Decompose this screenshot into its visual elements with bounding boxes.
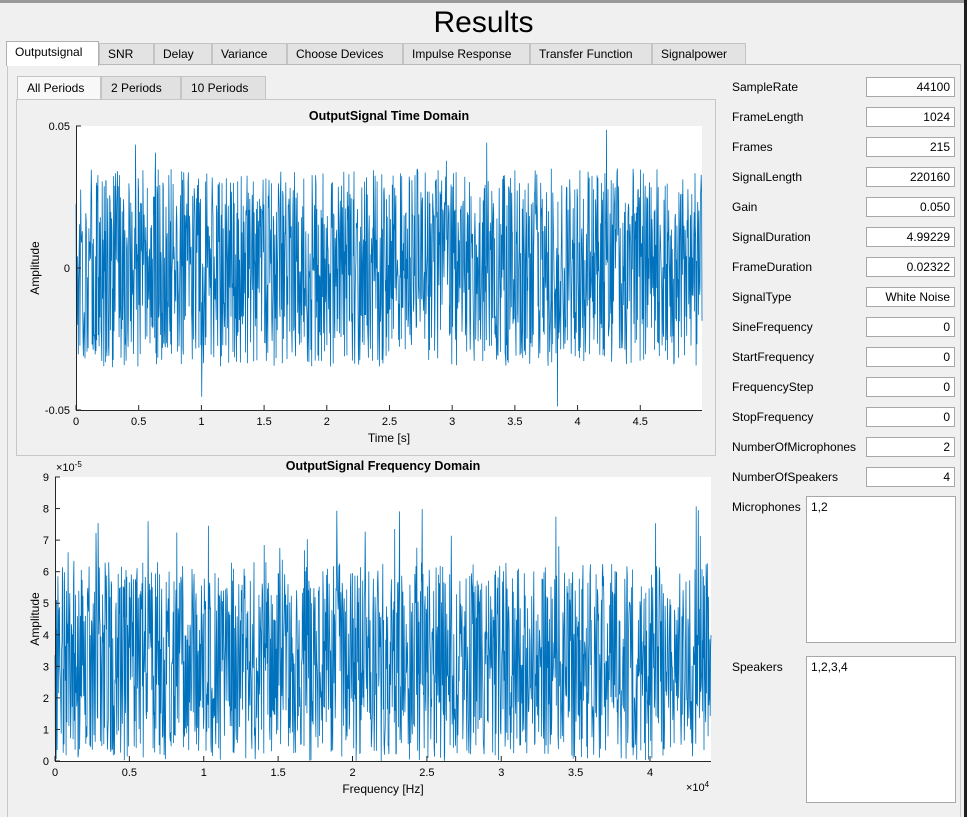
y-tick-label: 0 (43, 756, 49, 768)
frame-length-label: FrameLength (732, 110, 804, 124)
frequency-step-field[interactable]: 0 (866, 377, 955, 397)
tab-10-periods[interactable]: 10 Periods (181, 76, 266, 99)
y-tick-label: 8 (43, 504, 49, 516)
window-top-border (0, 0, 967, 3)
frequency-chart-ylabel: Amplitude (28, 592, 42, 646)
start-frequency-field[interactable]: 0 (866, 347, 955, 367)
tab-outputsignal[interactable]: Outputsignal (6, 41, 99, 66)
number-of-microphones-field[interactable]: 2 (866, 437, 955, 457)
y-exponent-label: ×10-5 (56, 460, 82, 474)
y-tick-label: 0.05 (49, 121, 70, 133)
x-tick-label: 0.5 (122, 767, 137, 779)
speakers-label: Speakers (732, 660, 783, 674)
x-tick-label: 4 (647, 767, 653, 779)
tab-snr[interactable]: SNR (99, 43, 154, 64)
y-tick-label: 7 (43, 535, 49, 547)
frequency-chart-xlabel: Frequency [Hz] (342, 782, 423, 796)
sample-rate-field[interactable]: 44100 (866, 77, 955, 97)
tab-impulse-response[interactable]: Impulse Response (403, 43, 530, 64)
signal-type-field[interactable]: White Noise (866, 287, 955, 307)
number-of-speakers-label: NumberOfSpeakers (732, 470, 839, 484)
y-tick-label: 1 (43, 724, 49, 736)
x-tick-label: 1 (201, 767, 207, 779)
stop-frequency-label: StopFrequency (732, 410, 814, 424)
frequency-spectrum-series (54, 506, 712, 761)
frames-label: Frames (732, 140, 773, 154)
frequency-domain-chart: 0 0.5 1 1.5 2 2.5 3 3.5 4 0 1 2 3 4 5 6 7 8 9 OutputSignal… (16, 455, 718, 803)
frames-field[interactable]: 215 (866, 137, 955, 157)
sine-frequency-label: SineFrequency (732, 320, 813, 334)
tab-strip-line (6, 64, 961, 65)
x-tick-label: 1.5 (256, 416, 271, 428)
y-tick-label: 0 (64, 263, 70, 275)
y-tick-label: 2 (43, 693, 49, 705)
x-tick-label: 2 (349, 767, 355, 779)
time-chart-xlabel: Time [s] (368, 431, 410, 445)
stop-frequency-field[interactable]: 0 (866, 407, 955, 427)
tab-transfer-function[interactable]: Transfer Function (530, 43, 652, 64)
x-tick-label: 3 (449, 416, 455, 428)
time-chart-ylabel: Amplitude (28, 241, 42, 295)
x-tick-label: 3.5 (507, 416, 522, 428)
microphones-label: Microphones (732, 500, 801, 514)
signal-duration-field[interactable]: 4.99229 (866, 227, 955, 247)
y-tick-label: 6 (43, 567, 49, 579)
main-tab-bar: Outputsignal SNR Delay Variance Choose D… (6, 41, 961, 66)
x-tick-label: 2.5 (419, 767, 434, 779)
frequency-domain-plot: 0 0.5 1 1.5 2 2.5 3 3.5 4 0 1 2 3 4 5 6 7 8 9 OutputSignal… (28, 459, 712, 796)
frequency-chart-title: OutputSignal Frequency Domain (286, 459, 480, 473)
y-tick-label: 3 (43, 661, 49, 673)
y-tick-label: 9 (43, 472, 49, 484)
number-of-microphones-label: NumberOfMicrophones (732, 440, 857, 454)
gain-label: Gain (732, 200, 758, 214)
window-right-border (964, 0, 967, 817)
signal-line (75, 129, 703, 407)
signal-length-label: SignalLength (732, 170, 803, 184)
time-domain-chart: 0 0.5 1 1.5 2 2.5 3 3.5 4 4.5 -0.05 0 0.05 OutputSig… (20, 104, 714, 450)
y-tick-label: 5 (43, 598, 49, 610)
sample-rate-label: SampleRate (732, 80, 799, 94)
microphones-textarea[interactable]: 1,2 (806, 496, 956, 643)
x-tick-label: 1 (198, 416, 204, 428)
speakers-textarea[interactable]: 1,2,3,4 (806, 656, 956, 803)
window-title: Results (433, 6, 534, 39)
signal-type-label: SignalType (732, 290, 792, 304)
gain-field[interactable]: 0.050 (866, 197, 955, 217)
x-tick-label: 2 (324, 416, 330, 428)
signal-line (54, 506, 712, 761)
y-tick-label: -0.05 (45, 405, 70, 417)
tab-signalpower[interactable]: Signalpower (652, 43, 746, 64)
frame-duration-label: FrameDuration (732, 260, 813, 274)
x-exponent-label: ×104 (686, 780, 710, 794)
x-tick-label: 4 (575, 416, 581, 428)
frame-length-field[interactable]: 1024 (866, 107, 955, 127)
frequency-step-label: FrequencyStep (732, 380, 814, 394)
frame-duration-field[interactable]: 0.02322 (866, 257, 955, 277)
y-tick-label: 4 (43, 630, 49, 642)
x-tick-label: 2.5 (382, 416, 397, 428)
x-tick-label: 0 (73, 416, 79, 428)
tab-all-periods[interactable]: All Periods (17, 76, 101, 100)
x-tick-label: 3.5 (568, 767, 583, 779)
start-frequency-label: StartFrequency (732, 350, 815, 364)
x-tick-label: 0 (52, 767, 58, 779)
time-chart-title: OutputSignal Time Domain (309, 109, 469, 123)
tab-delay[interactable]: Delay (154, 43, 212, 64)
sine-frequency-field[interactable]: 0 (866, 317, 955, 337)
x-tick-label: 1.5 (270, 767, 285, 779)
tab-2-periods[interactable]: 2 Periods (101, 76, 181, 99)
tab-variance[interactable]: Variance (212, 43, 287, 64)
x-tick-label: 0.5 (131, 416, 146, 428)
x-tick-label: 3 (498, 767, 504, 779)
signal-duration-label: SignalDuration (732, 230, 811, 244)
number-of-speakers-field[interactable]: 4 (866, 467, 955, 487)
time-signal-series (75, 129, 703, 407)
x-tick-label: 4.5 (633, 416, 648, 428)
period-tab-bar: All Periods 2 Periods 10 Periods (17, 76, 716, 100)
tab-choose-devices[interactable]: Choose Devices (287, 43, 403, 64)
signal-length-field[interactable]: 220160 (866, 167, 955, 187)
